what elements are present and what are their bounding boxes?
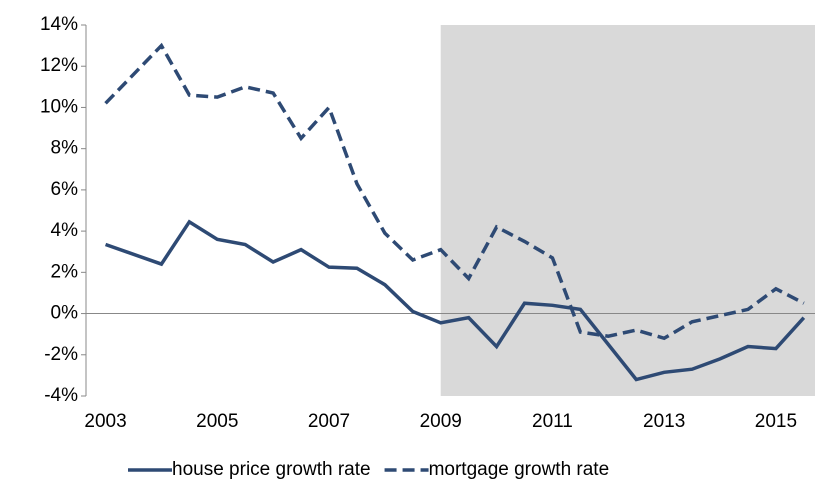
x-tick-label: 2011 (532, 411, 573, 432)
x-tick-label: 2015 (755, 411, 797, 432)
y-tick-label: 10% (40, 96, 78, 117)
x-tick-label: 2013 (643, 411, 685, 432)
y-tick-label: -2% (44, 344, 78, 365)
x-tick-label: 2003 (84, 411, 126, 432)
y-tick-label: 6% (51, 179, 79, 200)
y-tick-label: 0% (51, 303, 79, 324)
x-tick-label: 2005 (196, 411, 238, 432)
y-tick-label: 4% (51, 220, 79, 241)
x-tick-label: 2009 (420, 411, 462, 432)
series-line (104, 219, 806, 382)
y-tick-label: 12% (40, 55, 78, 76)
shaded-region (440, 25, 815, 396)
y-tick-label: 8% (51, 138, 79, 159)
series-line (104, 42, 805, 341)
x-tick-label: 2007 (308, 411, 350, 432)
y-tick-label: 2% (51, 261, 79, 282)
legend-label: mortgage growth rate (429, 459, 610, 480)
legend-label: house price growth rate (172, 459, 371, 480)
y-tick-label: 14% (40, 14, 78, 35)
y-tick-label: -4% (44, 385, 78, 406)
